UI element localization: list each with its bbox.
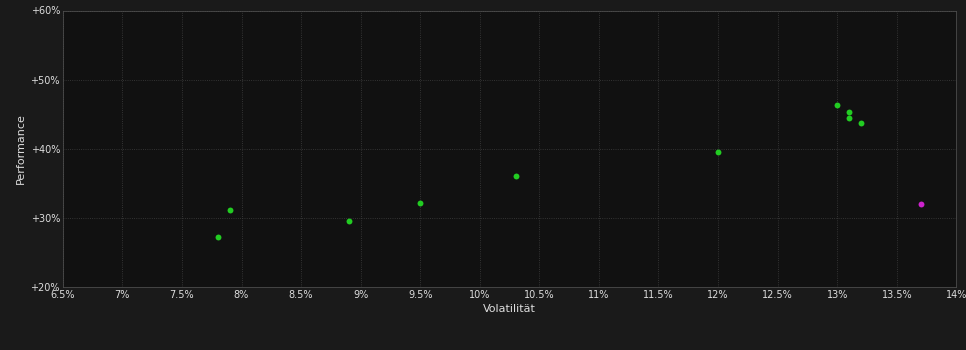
Point bbox=[412, 200, 428, 205]
Point bbox=[222, 207, 238, 212]
X-axis label: Volatilität: Volatilität bbox=[483, 304, 536, 314]
Point bbox=[913, 201, 928, 207]
Point bbox=[841, 115, 857, 120]
Point bbox=[710, 149, 725, 155]
Point bbox=[841, 109, 857, 115]
Point bbox=[830, 103, 845, 108]
Y-axis label: Performance: Performance bbox=[16, 113, 26, 184]
Point bbox=[341, 218, 356, 224]
Point bbox=[210, 234, 225, 240]
Point bbox=[853, 120, 868, 126]
Point bbox=[508, 174, 524, 179]
